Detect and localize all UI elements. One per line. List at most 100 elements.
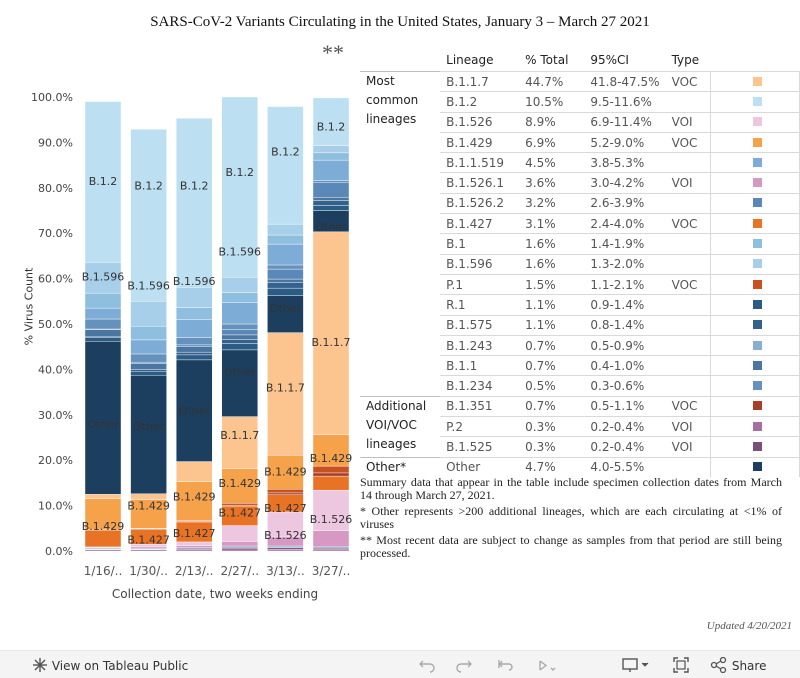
share-button[interactable]: Share (710, 656, 766, 674)
bar-segment-b-1-526-1[interactable] (130, 546, 167, 549)
bar-segment-b-1-429[interactable] (267, 455, 304, 490)
bar-segment-b-1-575[interactable] (267, 282, 304, 289)
bar-segment-b-1-1[interactable] (130, 363, 167, 370)
fullscreen-button[interactable] (673, 657, 689, 676)
bar-segment-b-1-575[interactable] (175, 351, 213, 356)
bar-segment-other[interactable] (84, 341, 122, 495)
bar-segment-b-1-575[interactable] (130, 369, 167, 372)
bar-segment-b-1-351[interactable] (312, 472, 350, 477)
bar-segment-b-1-429[interactable] (84, 498, 122, 530)
bar-segment-b-1-234[interactable] (221, 323, 259, 330)
bar-segment-r-1[interactable] (84, 337, 122, 342)
bar-segment-b-1[interactable] (312, 152, 350, 161)
bar-segment-b-1-526[interactable] (312, 489, 350, 531)
bar-segment-p-2[interactable] (175, 548, 213, 552)
bar-segment-b-1-526[interactable] (267, 511, 304, 538)
bar-segment-b-1-526-2[interactable] (267, 268, 304, 280)
bar-segment-b-1-1-519[interactable] (221, 302, 259, 325)
bar-segment-b-1[interactable] (84, 292, 122, 309)
bar-segment-b-1-429[interactable] (221, 468, 259, 504)
bar-segment-b-1-1-7[interactable] (312, 231, 350, 435)
bar-segment-b-1-596[interactable] (312, 145, 350, 154)
bar-segment-b-1-2[interactable] (221, 96, 259, 278)
bar-segment-p-2[interactable] (267, 548, 304, 552)
bar-segment-b-1[interactable] (175, 307, 213, 320)
bar-segment-b-1-596[interactable] (84, 262, 122, 294)
bar-segment-b-1-2[interactable] (84, 101, 122, 263)
bar-segment-b-1-429[interactable] (312, 434, 350, 467)
bar-segment-b-1-526-2[interactable] (130, 361, 167, 364)
bar-segment-b-1-1-7[interactable] (175, 461, 213, 482)
bar-segment-b-1-1[interactable] (221, 334, 259, 340)
bar-segment-b-1-2[interactable] (175, 118, 213, 288)
bar-segment-b-1-1-519[interactable] (130, 339, 167, 355)
bar-segment-p-2[interactable] (312, 549, 350, 552)
bar-segment-b-1-526[interactable] (175, 541, 213, 546)
bar-segment-b-1-526-2[interactable] (312, 182, 350, 198)
bar-segment-b-1-1-7[interactable] (221, 416, 259, 470)
bar-segment-r-1[interactable] (312, 205, 350, 211)
bar-segment-b-1-1-7[interactable] (84, 494, 122, 499)
bar-segment-b-1-1-519[interactable] (175, 319, 213, 338)
bar-segment-b-1-526-2[interactable] (175, 344, 213, 347)
view-on-tableau-button[interactable]: View on Tableau Public (32, 657, 188, 673)
bar-segment-other[interactable] (221, 349, 259, 417)
bar-segment-b-1-575[interactable] (312, 200, 350, 206)
revert-button[interactable] (497, 657, 515, 676)
bar-segment-b-1-243[interactable] (221, 545, 259, 548)
bar-segment-b-1-526-2[interactable] (221, 329, 259, 336)
bar-segment-b-1-1-7[interactable] (267, 332, 304, 456)
bar-segment-b-1-526-1[interactable] (221, 541, 259, 547)
bar-segment-b-1-234[interactable] (267, 264, 304, 270)
bar-segment-b-1-1-519[interactable] (84, 307, 122, 320)
bar-segment-b-1-1[interactable] (84, 329, 122, 337)
bar-segment-b-1[interactable] (130, 326, 167, 341)
bar-segment-p-2[interactable] (221, 548, 259, 552)
bar-segment-other[interactable] (175, 359, 213, 462)
bar-segment-b-1-596[interactable] (267, 223, 304, 236)
pause-button[interactable] (537, 657, 559, 676)
bar-segment-b-1-596[interactable] (221, 277, 259, 293)
bar-segment-b-1[interactable] (221, 292, 259, 303)
bar-segment-other[interactable] (130, 375, 167, 494)
bar-segment-b-1-575[interactable] (221, 339, 259, 344)
bar-segment-b-1-526[interactable] (221, 525, 259, 542)
download-button[interactable] (621, 657, 651, 676)
bar-segment-b-1-575[interactable] (84, 336, 122, 338)
bar-segment-b-1-596[interactable] (175, 287, 213, 308)
bar-segment-b-1[interactable] (267, 234, 304, 245)
bar-segment-b-1-2[interactable] (312, 97, 350, 146)
bar-segment-b-1-2[interactable] (130, 129, 167, 302)
bar-segment-other[interactable] (267, 295, 304, 333)
undo-button[interactable] (418, 657, 436, 676)
bar-segment-b-1-243[interactable] (267, 545, 304, 549)
bar-segment-b-1-525[interactable] (312, 548, 350, 550)
bar-segment-b-1-1[interactable] (175, 346, 213, 353)
bar-segment-b-1-1[interactable] (312, 197, 350, 201)
bar-segment-b-1-525[interactable] (267, 547, 304, 550)
bar-segment-r-1[interactable] (175, 354, 213, 361)
bar-segment-b-1-2[interactable] (267, 106, 304, 225)
bar-segment-b-1-351[interactable] (267, 492, 304, 495)
bar-segment-b-1-427[interactable] (312, 475, 350, 491)
bar-segment-b-1-429[interactable] (130, 499, 167, 529)
bar-segment-b-1-234[interactable] (130, 353, 167, 363)
bar-segment-b-1-526-1[interactable] (175, 545, 213, 548)
bar-segment-p-1[interactable] (267, 489, 304, 494)
bar-segment-b-1-429[interactable] (175, 481, 213, 521)
bar-segment-p-1[interactable] (312, 465, 350, 474)
bar-segment-r-1[interactable] (130, 371, 167, 376)
bar-segment-b-1-1-519[interactable] (267, 243, 304, 266)
bar-segment-b-1-243[interactable] (312, 546, 350, 549)
bar-segment-b-1-234[interactable] (84, 318, 122, 330)
bar-segment-r-1[interactable] (267, 287, 304, 296)
bar-segment-r-1[interactable] (221, 343, 259, 351)
bar-segment-b-1-525[interactable] (221, 547, 259, 549)
bar-segment-b-1-234[interactable] (175, 337, 213, 346)
bar-segment-b-1-526-1[interactable] (312, 530, 350, 548)
bar-segment-p-1[interactable] (221, 503, 259, 506)
bar-segment-b-1-1[interactable] (267, 278, 304, 283)
bar-segment-b-1-1-519[interactable] (312, 159, 350, 181)
redo-button[interactable] (455, 657, 473, 676)
bar-segment-b-1-596[interactable] (130, 301, 167, 327)
